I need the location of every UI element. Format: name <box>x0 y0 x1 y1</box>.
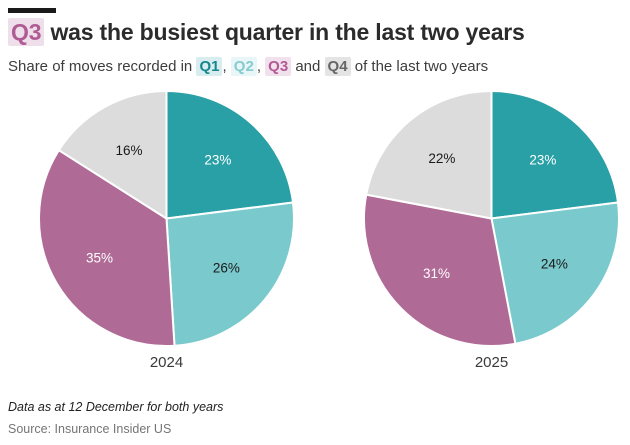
chart-subtitle: Share of moves recorded in Q1, Q2, Q3 an… <box>8 57 622 76</box>
slice-value-label: 23% <box>204 153 231 168</box>
pie-2025-slice-q1 <box>490 90 619 220</box>
q3-badge: Q3 <box>265 57 292 76</box>
year-label-2024: 2024 <box>149 354 184 371</box>
q2-badge: Q2 <box>230 57 257 76</box>
pie-2025-slice-q3 <box>363 193 517 347</box>
slice-value-label: 35% <box>86 251 113 266</box>
charts-row: 23% 26% 35% 16% 2024 23% 24% 31% 22% 2025 <box>0 89 630 371</box>
pie-2025-slice-q2 <box>490 201 620 345</box>
pie-chart-2024: 23% 26% 35% 16% <box>38 90 295 347</box>
pie-2024-slice-q1 <box>165 90 294 220</box>
pie-chart-2025: 23% 24% 31% 22% <box>363 90 620 347</box>
slice-value-label: 31% <box>423 266 450 281</box>
slice-value-label: 23% <box>529 153 556 168</box>
subtitle-separator: and <box>291 58 325 75</box>
title-quarter-badge: Q3 <box>8 18 45 46</box>
year-label-2025: 2025 <box>474 354 509 371</box>
kicker-bar <box>8 8 56 13</box>
chart-title-text: was the busiest quarter in the last two … <box>44 19 525 45</box>
subtitle-suffix: of the last two years <box>350 58 489 75</box>
subtitle-separator: , <box>222 58 231 75</box>
q4-badge: Q4 <box>324 57 351 76</box>
pie-2024-slice-q4 <box>57 90 168 220</box>
slice-value-label: 16% <box>116 143 143 158</box>
q1-badge: Q1 <box>196 57 223 76</box>
subtitle-separator: , <box>256 58 266 75</box>
pie-2024-slice-q3 <box>38 149 176 347</box>
chart-title: Q3 was the busiest quarter in the last t… <box>8 18 622 46</box>
pie-2024-slice-q2 <box>165 201 295 347</box>
pie-figure-2025: 23% 24% 31% 22% 2025 <box>362 89 621 371</box>
footnote: Data as at 12 December for both years <box>8 400 224 414</box>
slice-value-label: 26% <box>213 261 240 276</box>
pie-figure-2024: 23% 26% 35% 16% 2024 <box>37 89 296 371</box>
source-line: Source: Insurance Insider US <box>8 422 172 436</box>
subtitle-prefix: Share of moves recorded in <box>8 58 197 75</box>
pie-2025-slice-q4 <box>365 90 493 220</box>
slice-value-label: 24% <box>541 257 568 272</box>
slice-value-label: 22% <box>428 151 455 166</box>
